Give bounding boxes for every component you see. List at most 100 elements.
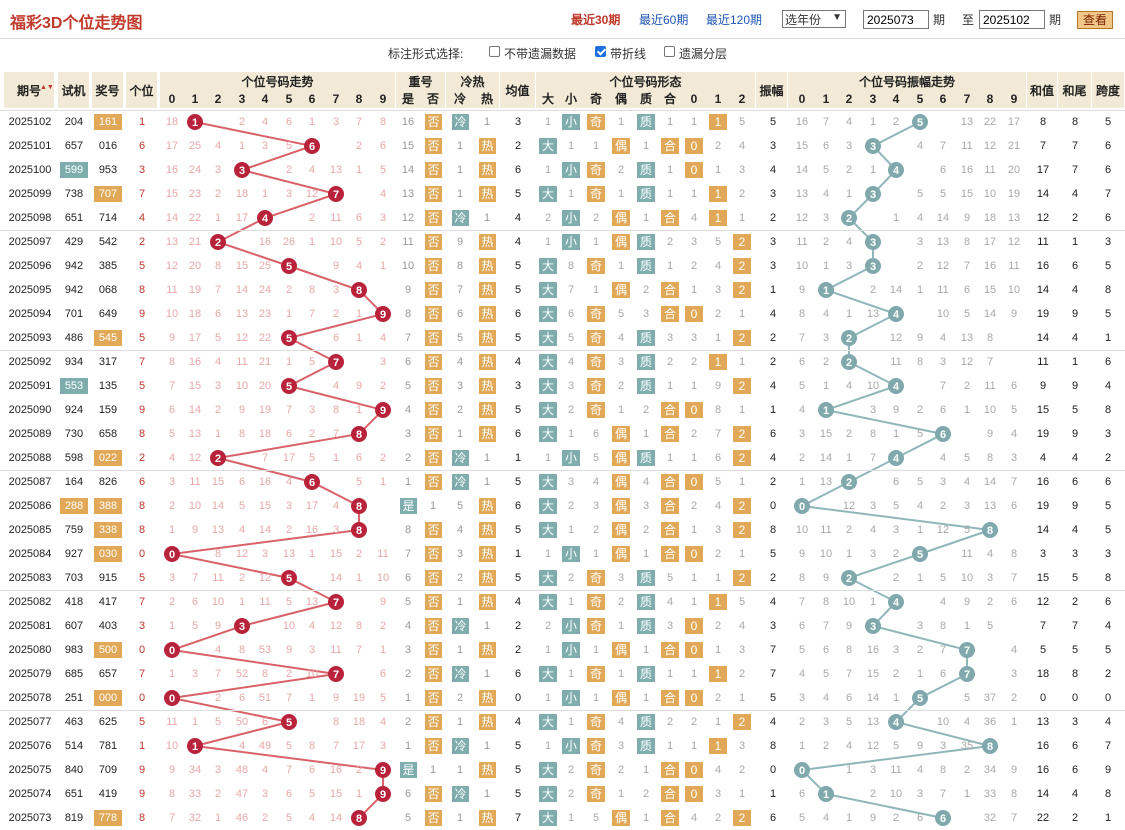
span-cell: 6 bbox=[1104, 164, 1112, 176]
miss-cell: 6 bbox=[285, 428, 293, 440]
amp-miss-cell: 1 bbox=[869, 116, 877, 128]
miss-cell: 2 bbox=[355, 548, 363, 560]
miss-cell: 10 bbox=[165, 740, 179, 752]
miss-cell: 2 bbox=[238, 116, 246, 128]
miss-cell: 5 bbox=[308, 788, 316, 800]
option-miss-layer-label: 遗漏分层 bbox=[679, 47, 728, 61]
amp-miss-cell: 8 bbox=[869, 428, 877, 440]
shape-miss-6: 4 bbox=[690, 212, 698, 224]
prize-cell: 068 bbox=[98, 284, 118, 296]
amp-miss-cell: 4 bbox=[1010, 428, 1018, 440]
shape-0: 大 bbox=[539, 522, 557, 538]
header-amp: 振幅 bbox=[756, 72, 788, 108]
cold-cell: 冷 bbox=[452, 474, 469, 490]
avg-cell: 2 bbox=[514, 140, 522, 152]
shape-2: 奇 bbox=[587, 786, 605, 802]
amp-miss-cell: 4 bbox=[822, 188, 830, 200]
header-sub-row-hotcold_group bbox=[446, 90, 500, 108]
span-cell: 5 bbox=[1104, 644, 1112, 656]
shape-miss-6: 2 bbox=[690, 716, 698, 728]
amp-miss-cell: 3 bbox=[869, 764, 877, 776]
unit-cell: 5 bbox=[138, 332, 146, 344]
shape-miss-3: 1 bbox=[617, 188, 625, 200]
amp-miss-cell: 1 bbox=[845, 188, 853, 200]
period-cell: 2025074 bbox=[8, 788, 52, 800]
unit-cell: 6 bbox=[138, 476, 146, 488]
unit-ball bbox=[351, 282, 367, 298]
miss-cell: 6 bbox=[238, 692, 246, 704]
amp-miss-cell: 8 bbox=[939, 620, 947, 632]
shape-0: 大 bbox=[539, 474, 557, 490]
mod3-6: 0 bbox=[685, 762, 703, 778]
amp-cell: 8 bbox=[769, 740, 777, 752]
amp-miss-cell: 5 bbox=[916, 428, 924, 440]
shape-miss-4: 1 bbox=[642, 140, 650, 152]
amp-ball bbox=[935, 426, 951, 442]
cold-cell: 5 bbox=[456, 332, 464, 344]
amp-miss-cell: 11 bbox=[890, 356, 902, 368]
header-sub-digits-9: 9 bbox=[379, 92, 387, 106]
avg-cell: 5 bbox=[514, 788, 522, 800]
unit-ball-label: 9 bbox=[380, 765, 386, 777]
unit-ball bbox=[351, 426, 367, 442]
amp-ball-label: 8 bbox=[987, 741, 993, 753]
amp-miss-cell: 5 bbox=[892, 500, 900, 512]
shape-miss-1: 1 bbox=[567, 596, 575, 608]
miss-cell: 16 bbox=[329, 764, 343, 776]
shape-miss-8: 1 bbox=[738, 548, 746, 560]
amp-miss-cell: 5 bbox=[892, 740, 900, 752]
repeat-no: 否 bbox=[425, 546, 442, 562]
prize-cell: 385 bbox=[98, 260, 118, 272]
sort-arrow-icon[interactable]: ▲▼ bbox=[40, 84, 54, 91]
shape-5: 合 bbox=[661, 810, 679, 826]
link-recent-30[interactable]: 最近30期 bbox=[571, 13, 621, 27]
miss-cell: 15 bbox=[258, 500, 272, 512]
tail-cell: 1 bbox=[1071, 236, 1079, 248]
period-cell: 2025078 bbox=[8, 692, 52, 704]
period-cell: 2025083 bbox=[8, 572, 52, 584]
amp-ball bbox=[959, 666, 975, 682]
amp-miss-cell: 10 bbox=[819, 548, 833, 560]
amp-miss-cell: 7 bbox=[939, 788, 947, 800]
repeat-yes: 12 bbox=[401, 212, 415, 224]
trial-cell: 598 bbox=[64, 452, 84, 464]
link-recent-60[interactable]: 最近60期 bbox=[639, 13, 689, 27]
period-cell: 2025073 bbox=[8, 812, 52, 824]
from-period-input[interactable] bbox=[863, 10, 929, 29]
shape-miss-5: 1 bbox=[666, 380, 674, 392]
amp-miss-cell: 7 bbox=[869, 452, 877, 464]
amp-miss-cell: 1 bbox=[822, 260, 830, 272]
mod3-7: 1 bbox=[709, 594, 727, 610]
link-recent-120[interactable]: 最近120期 bbox=[706, 13, 763, 27]
shape-miss-7: 1 bbox=[714, 572, 722, 584]
checkbox-miss-layer[interactable] bbox=[664, 46, 675, 57]
sum-cell: 19 bbox=[1036, 308, 1050, 320]
year-select[interactable]: 选年份 ▼ bbox=[782, 10, 846, 28]
shape-miss-8: 4 bbox=[738, 620, 746, 632]
miss-cell: 1 bbox=[332, 452, 340, 464]
shape-miss-3: 1 bbox=[617, 620, 625, 632]
miss-cell: 5 bbox=[308, 452, 316, 464]
amp-miss-cell: 2 bbox=[892, 572, 900, 584]
cold-cell: 冷 bbox=[452, 786, 469, 802]
checkbox-with-line[interactable] bbox=[595, 46, 606, 57]
checkbox-no-miss[interactable] bbox=[489, 46, 500, 57]
amp-ball-label: 4 bbox=[893, 381, 900, 393]
repeat-no: 否 bbox=[425, 474, 442, 490]
period-cell: 2025081 bbox=[8, 620, 52, 632]
trial-cell: 599 bbox=[60, 162, 88, 178]
shape-miss-6: 4 bbox=[690, 812, 698, 824]
query-button[interactable]: 查看 bbox=[1077, 11, 1113, 29]
shape-0: 大 bbox=[539, 282, 557, 298]
to-period-input[interactable] bbox=[979, 10, 1045, 29]
shape-3: 偶 bbox=[612, 210, 630, 226]
period-cell: 2025102 bbox=[8, 116, 52, 128]
sum-cell: 12 bbox=[1036, 596, 1050, 608]
unit-ball bbox=[187, 114, 203, 130]
unit-cell: 0 bbox=[138, 644, 146, 656]
amp-cell: 3 bbox=[769, 620, 777, 632]
trial-cell: 553 bbox=[60, 378, 88, 394]
unit-ball bbox=[234, 618, 250, 634]
miss-cell: 4 bbox=[238, 524, 246, 536]
shape-1: 小 bbox=[562, 450, 580, 466]
